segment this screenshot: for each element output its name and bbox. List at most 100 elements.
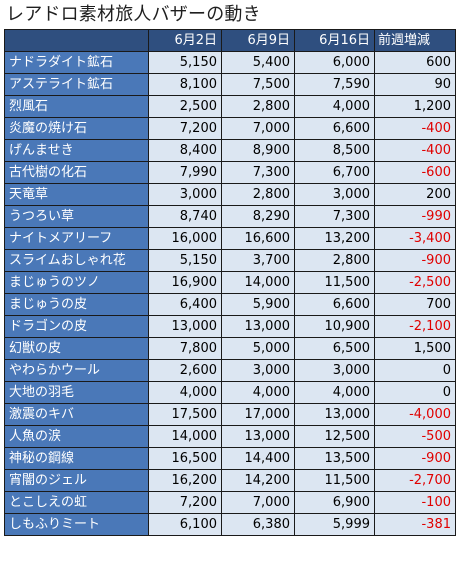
table-body: ナドラダイト鉱石 5,150 5,400 6,000 600 アステライト鉱石 8,100 7… [4,51,456,536]
price-jun16-cell: 13,000 [294,403,375,426]
item-name-cell: しもふりミート [4,513,149,536]
weekly-change-cell: -2,100 [374,315,456,338]
price-jun9-cell: 7,000 [221,491,295,514]
header-date-1: 6月2日 [148,29,222,52]
weekly-change-cell: 90 [374,73,456,96]
table-row: 大地の羽毛 4,000 4,000 4,000 0 [4,381,456,404]
price-jun2-cell: 6,100 [148,513,222,536]
weekly-change-cell: -4,000 [374,403,456,426]
price-jun16-cell: 12,500 [294,425,375,448]
price-jun2-cell: 17,500 [148,403,222,426]
weekly-change-cell: -2,500 [374,271,456,294]
weekly-change-cell: -400 [374,117,456,140]
price-jun9-cell: 6,380 [221,513,295,536]
weekly-change-cell: -400 [374,139,456,162]
header-date-3: 6月16日 [294,29,375,52]
table-row: ナドラダイト鉱石 5,150 5,400 6,000 600 [4,51,456,74]
bazaar-price-table: 6月2日 6月9日 6月16日 前週増減 ナドラダイト鉱石 5,150 5,400 6… [4,29,456,536]
table-row: 古代樹の化石 7,990 7,300 6,700 -600 [4,161,456,184]
price-jun9-cell: 13,000 [221,425,295,448]
price-jun16-cell: 4,000 [294,381,375,404]
price-jun16-cell: 6,600 [294,117,375,140]
table-row: 宵闇のジェル 16,200 14,200 11,500 -2,700 [4,469,456,492]
table-row: 激震のキバ 17,500 17,000 13,000 -4,000 [4,403,456,426]
price-jun16-cell: 13,200 [294,227,375,250]
weekly-change-cell: -600 [374,161,456,184]
price-jun16-cell: 6,500 [294,337,375,360]
price-jun16-cell: 13,500 [294,447,375,470]
table-row: アステライト鉱石 8,100 7,500 7,590 90 [4,73,456,96]
table-row: スライムおしゃれ花 5,150 3,700 2,800 -900 [4,249,456,272]
price-jun16-cell: 6,000 [294,51,375,74]
price-jun9-cell: 7,300 [221,161,295,184]
header-date-2: 6月9日 [221,29,295,52]
price-jun16-cell: 3,000 [294,359,375,382]
price-jun16-cell: 6,900 [294,491,375,514]
price-jun2-cell: 16,900 [148,271,222,294]
item-name-cell: 大地の羽毛 [4,381,149,404]
weekly-change-cell: 1,500 [374,337,456,360]
price-jun9-cell: 17,000 [221,403,295,426]
table-row: まじゅうのツノ 16,900 14,000 11,500 -2,500 [4,271,456,294]
item-name-cell: ナドラダイト鉱石 [4,51,149,74]
price-jun16-cell: 5,999 [294,513,375,536]
price-jun2-cell: 8,400 [148,139,222,162]
table-row: 炎魔の焼け石 7,200 7,000 6,600 -400 [4,117,456,140]
weekly-change-cell: 0 [374,381,456,404]
weekly-change-cell: 200 [374,183,456,206]
price-jun16-cell: 2,800 [294,249,375,272]
price-jun9-cell: 2,800 [221,95,295,118]
header-corner-cell [4,29,149,52]
price-jun16-cell: 10,900 [294,315,375,338]
item-name-cell: とこしえの虹 [4,491,149,514]
item-name-cell: 炎魔の焼け石 [4,117,149,140]
item-name-cell: まじゅうのツノ [4,271,149,294]
price-jun2-cell: 5,150 [148,249,222,272]
item-name-cell: まじゅうの皮 [4,293,149,316]
price-jun16-cell: 7,300 [294,205,375,228]
weekly-change-cell: -3,400 [374,227,456,250]
price-jun9-cell: 14,000 [221,271,295,294]
table-row: ドラゴンの皮 13,000 13,000 10,900 -2,100 [4,315,456,338]
table-row: 神秘の鋼線 16,500 14,400 13,500 -900 [4,447,456,470]
item-name-cell: 天竜草 [4,183,149,206]
item-name-cell: 宵闇のジェル [4,469,149,492]
price-jun9-cell: 7,000 [221,117,295,140]
weekly-change-cell: -381 [374,513,456,536]
item-name-cell: ドラゴンの皮 [4,315,149,338]
price-jun9-cell: 16,600 [221,227,295,250]
price-jun2-cell: 4,000 [148,381,222,404]
price-jun9-cell: 13,000 [221,315,295,338]
price-jun2-cell: 7,200 [148,491,222,514]
weekly-change-cell: 700 [374,293,456,316]
price-jun2-cell: 5,150 [148,51,222,74]
price-jun9-cell: 5,900 [221,293,295,316]
weekly-change-cell: -100 [374,491,456,514]
price-jun16-cell: 8,500 [294,139,375,162]
price-jun2-cell: 2,500 [148,95,222,118]
weekly-change-cell: -900 [374,249,456,272]
price-jun16-cell: 11,500 [294,469,375,492]
price-jun2-cell: 16,200 [148,469,222,492]
price-jun16-cell: 11,500 [294,271,375,294]
price-jun9-cell: 2,800 [221,183,295,206]
weekly-change-cell: -2,700 [374,469,456,492]
item-name-cell: 幻獣の皮 [4,337,149,360]
price-jun2-cell: 3,000 [148,183,222,206]
table-row: げんませき 8,400 8,900 8,500 -400 [4,139,456,162]
price-jun2-cell: 2,600 [148,359,222,382]
price-jun9-cell: 5,400 [221,51,295,74]
table-row: 烈風石 2,500 2,800 4,000 1,200 [4,95,456,118]
price-jun9-cell: 8,900 [221,139,295,162]
table-row: しもふりミート 6,100 6,380 5,999 -381 [4,513,456,536]
item-name-cell: 神秘の鋼線 [4,447,149,470]
price-jun16-cell: 4,000 [294,95,375,118]
price-jun2-cell: 6,400 [148,293,222,316]
price-jun9-cell: 4,000 [221,381,295,404]
weekly-change-cell: -500 [374,425,456,448]
price-jun16-cell: 6,600 [294,293,375,316]
weekly-change-cell: -900 [374,447,456,470]
price-jun9-cell: 3,700 [221,249,295,272]
item-name-cell: スライムおしゃれ花 [4,249,149,272]
header-row: 6月2日 6月9日 6月16日 前週増減 [4,29,456,52]
